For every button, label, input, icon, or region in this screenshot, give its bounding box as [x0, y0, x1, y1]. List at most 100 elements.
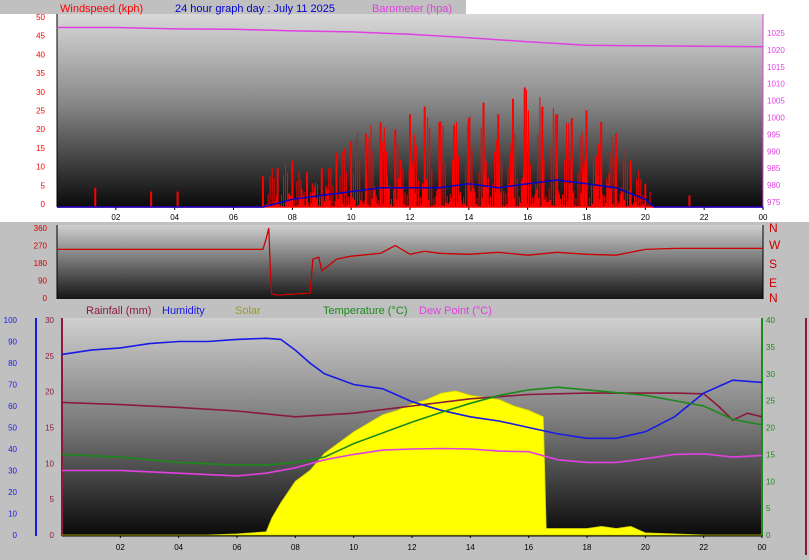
y-tick-label: 25 — [45, 352, 54, 361]
humidity-line — [61, 337, 763, 440]
y-tick-label: 40 — [8, 445, 17, 454]
barometer-label: Barometer (hpa) — [372, 3, 452, 15]
x-tick-label: 04 — [174, 543, 183, 552]
y-tick-label: 1000 — [767, 114, 785, 123]
y-tick-label: 5 — [766, 504, 771, 513]
y-tick-label: 50 — [8, 424, 17, 433]
wind-direction-line — [57, 227, 763, 296]
y-tick-label: 35 — [36, 69, 45, 78]
y-tick-label: 1015 — [767, 63, 785, 72]
solar-area — [62, 390, 762, 536]
direction-label: W — [769, 238, 781, 252]
y-tick-label: 360 — [34, 224, 48, 233]
y-tick-label: 50 — [36, 13, 45, 22]
y-tick-label: 1005 — [767, 97, 785, 106]
y-tick-label: 10 — [766, 477, 775, 486]
humidity-label: Humidity — [162, 305, 205, 317]
x-tick-label: 06 — [229, 213, 238, 222]
x-tick-label: 22 — [699, 543, 708, 552]
x-tick-label: 04 — [170, 213, 179, 222]
x-tick-label: 18 — [582, 213, 591, 222]
y-tick-label: 35 — [766, 343, 775, 352]
y-tick-label: 40 — [36, 50, 45, 59]
y-tick-label: 80 — [8, 359, 17, 368]
x-tick-label: 10 — [349, 543, 358, 552]
y-tick-label: 60 — [8, 402, 17, 411]
barometer-line — [57, 26, 764, 48]
y-tick-label: 20 — [45, 388, 54, 397]
y-tick-label: 0 — [41, 200, 46, 209]
y-tick-label: 0 — [43, 294, 48, 303]
y-tick-label: 30 — [45, 316, 54, 325]
wind-average-line — [57, 179, 763, 208]
direction-label: E — [769, 276, 777, 290]
y-tick-label: 30 — [36, 88, 45, 97]
dewpoint-label: Dew Point (°C) — [419, 305, 492, 317]
y-tick-label: 15 — [766, 450, 775, 459]
y-tick-label: 5 — [41, 181, 46, 190]
y-tick-label: 15 — [36, 144, 45, 153]
y-tick-label: 90 — [38, 277, 47, 286]
temperature-line — [61, 386, 763, 466]
y-tick-label: 1020 — [767, 46, 785, 55]
y-tick-label: 1010 — [767, 80, 785, 89]
x-tick-label: 12 — [408, 543, 417, 552]
y-tick-label: 980 — [767, 181, 781, 190]
x-tick-label: 08 — [288, 213, 297, 222]
temperature-label: Temperature (°C) — [323, 305, 407, 317]
y-tick-label: 90 — [8, 338, 17, 347]
y-tick-label: 995 — [767, 130, 781, 139]
y-tick-label: 15 — [45, 424, 54, 433]
solar-label: Solar — [235, 305, 261, 317]
y-tick-label: 25 — [766, 397, 775, 406]
x-tick-label: 02 — [111, 213, 120, 222]
y-tick-label: 180 — [34, 259, 48, 268]
x-tick-label: 00 — [759, 213, 768, 222]
y-tick-label: 985 — [767, 164, 781, 173]
x-tick-label: 18 — [583, 543, 592, 552]
y-tick-label: 1025 — [767, 29, 785, 38]
y-tick-label: 20 — [36, 125, 45, 134]
y-tick-label: 30 — [8, 467, 17, 476]
y-tick-label: 10 — [8, 510, 17, 519]
top-header-bar — [0, 0, 466, 14]
x-tick-label: 20 — [641, 213, 650, 222]
x-tick-label: 00 — [758, 543, 767, 552]
direction-label: S — [769, 257, 777, 271]
windspeed-label: Windspeed (kph) — [60, 3, 143, 15]
x-tick-label: 02 — [116, 543, 125, 552]
y-tick-label: 25 — [36, 107, 45, 116]
y-tick-label: 20 — [8, 488, 17, 497]
x-tick-label: 16 — [523, 213, 532, 222]
y-tick-label: 975 — [767, 198, 781, 207]
graph-title: 24 hour graph day : July 11 2025 — [175, 3, 335, 15]
direction-label: N — [769, 291, 778, 305]
x-tick-label: 14 — [464, 213, 473, 222]
x-tick-label: 12 — [406, 213, 415, 222]
x-tick-label: 16 — [524, 543, 533, 552]
y-tick-label: 0 — [766, 531, 771, 540]
y-tick-label: 20 — [766, 424, 775, 433]
y-tick-label: 100 — [4, 316, 18, 325]
y-tick-label: 270 — [34, 242, 48, 251]
x-tick-label: 08 — [291, 543, 300, 552]
x-tick-label: 20 — [641, 543, 650, 552]
bottom-chart: 0102030405060708090100051015202530051015… — [4, 316, 807, 555]
y-tick-label: 0 — [13, 531, 18, 540]
x-tick-label: 14 — [466, 543, 475, 552]
x-tick-label: 22 — [700, 213, 709, 222]
y-tick-label: 10 — [36, 163, 45, 172]
y-tick-label: 45 — [36, 32, 45, 41]
rainfall-label: Rainfall (mm) — [86, 305, 151, 317]
middle-plot-area — [57, 225, 763, 299]
y-tick-label: 30 — [766, 370, 775, 379]
y-tick-label: 70 — [8, 381, 17, 390]
x-tick-label: 10 — [347, 213, 356, 222]
direction-label: N — [769, 221, 778, 235]
y-tick-label: 5 — [50, 495, 55, 504]
rainfall-line — [61, 392, 763, 422]
top-chart: 0510152025303540455097598098599099510001… — [36, 13, 785, 222]
